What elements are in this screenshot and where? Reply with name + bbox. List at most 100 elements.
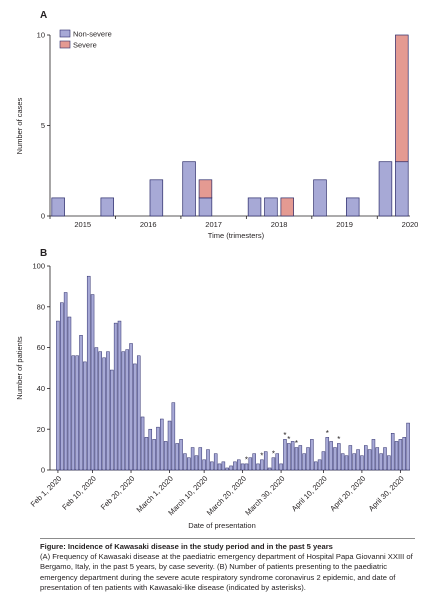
panel-b-bar xyxy=(233,461,237,471)
panel-b-y-tick-label: 100 xyxy=(32,262,45,271)
panel-b-bar xyxy=(298,445,303,471)
caption-body: (A) Frequency of Kawasaki disease at the… xyxy=(40,552,413,592)
panel-b-bar xyxy=(175,443,179,471)
legend-label-non-severe: Non-severe xyxy=(73,30,112,39)
panel-a-bar-non-severe xyxy=(182,161,196,217)
panel-b-bar xyxy=(56,320,60,471)
panel-b-y-tick-label: 40 xyxy=(37,384,45,393)
panel-b-asterisk: * xyxy=(245,455,248,464)
panel-a-bar-non-severe xyxy=(378,161,393,217)
panel-b-x-tick-label: March 30, 2020 xyxy=(243,474,286,517)
panel-b-bar xyxy=(125,349,129,471)
panel-b-bar xyxy=(148,428,153,471)
panel-b-bar xyxy=(394,441,399,471)
legend-swatch-non-severe xyxy=(59,29,71,38)
panel-a-legend: Non-severe Severe xyxy=(59,29,112,50)
panel-b-x-axis-title: Date of presentation xyxy=(188,521,256,530)
panel-b-bar xyxy=(133,363,137,471)
panel-b-bar xyxy=(344,455,349,471)
panel-b-bar xyxy=(129,343,133,471)
panel-b-bar xyxy=(321,451,326,471)
panel-b-bar xyxy=(260,459,264,471)
panel-b-bar xyxy=(163,441,168,471)
panel-b-x-tick-label: Feb 20, 2020 xyxy=(99,474,137,512)
panel-a-y-tick-label: 0 xyxy=(41,212,45,221)
panel-b-bar xyxy=(398,439,403,471)
panel-b-bar xyxy=(171,402,176,471)
panel-b-asterisk: * xyxy=(260,451,263,460)
panel-b-bar xyxy=(375,447,380,471)
panel-b-bar xyxy=(356,449,360,471)
panel-b-bar xyxy=(271,457,276,471)
panel-b-bar xyxy=(294,447,299,471)
panel-b-x-tick-label: April 20, 2020 xyxy=(328,474,367,513)
panel-b-bar xyxy=(202,459,206,471)
panel-b-label: B xyxy=(40,248,47,259)
panel-b-bar xyxy=(340,453,345,471)
panel-b-bar xyxy=(98,351,103,471)
panel-b-bar xyxy=(371,439,376,471)
panel-b-bar xyxy=(183,453,187,471)
panel-b-bar xyxy=(83,361,87,471)
panel-b-asterisk: * xyxy=(272,449,275,458)
panel-b-bar xyxy=(237,459,241,471)
panel-b-bar xyxy=(213,453,218,471)
panel-a-bar-severe xyxy=(198,179,213,199)
panel-b-bar xyxy=(406,422,410,471)
panel-b-bar xyxy=(229,465,233,471)
panel-b-bar xyxy=(113,322,118,471)
chart-canvas: A Number of cases Time (trimesters) Non-… xyxy=(15,10,419,530)
panel-b-bar xyxy=(283,439,287,471)
panel-b-y-tick-label: 80 xyxy=(37,302,45,311)
panel-b-bar xyxy=(317,459,322,471)
panel-b-bar xyxy=(387,455,391,471)
panel-a-x-tick-label: 2015 xyxy=(74,220,91,229)
panel-b-y-tick-label: 60 xyxy=(37,343,45,352)
panel-b-bar xyxy=(225,467,229,471)
panel-a-x-tick-label: 2018 xyxy=(271,220,288,229)
panel-b-bar xyxy=(75,355,79,471)
panel-b-bar xyxy=(186,457,191,471)
panel-a-bar-non-severe xyxy=(247,197,262,217)
panel-b-bar xyxy=(402,437,406,471)
panel-b-bar xyxy=(63,292,68,471)
panel-b-bar xyxy=(252,453,256,471)
panel-a-y-axis-title: Number of cases xyxy=(15,97,24,154)
panel-b-bar xyxy=(352,453,356,471)
panel-b-bar xyxy=(275,453,280,471)
panel-b-bar xyxy=(140,416,145,471)
panel-b-asterisks: * * ** * *** xyxy=(245,429,340,465)
panel-b-y-tick-label: 20 xyxy=(37,425,45,434)
panel-b-bar xyxy=(279,463,283,471)
panel-b-bar xyxy=(167,420,172,471)
panel-b-bar xyxy=(198,447,203,471)
panel-b-bar xyxy=(156,426,160,471)
panel-a-axes: 0 5 10 2015 2016 2017 2018 2019 2020 xyxy=(37,31,419,229)
panel-b-x-tick-label: April 10, 2020 xyxy=(290,474,329,513)
panel-b-asterisk: * xyxy=(326,429,329,438)
panel-b-bar xyxy=(248,457,253,471)
panel-b-bar xyxy=(379,453,383,471)
panel-a-bar-non-severe xyxy=(313,179,327,217)
panel-b-bar xyxy=(310,439,314,471)
panel-a-x-axis-title: Time (trimesters) xyxy=(208,231,265,240)
panel-b-asterisk: * xyxy=(337,435,340,444)
panel-b-bar xyxy=(210,461,214,471)
panel-a-bar-non-severe xyxy=(345,197,360,217)
panel-b-asterisk: * xyxy=(287,435,290,444)
panel-a-bar-severe xyxy=(280,197,295,217)
panel-b-bar xyxy=(110,369,114,471)
panel-b-bar xyxy=(290,441,295,471)
panel-b-x-tick-label: Feb 10, 2020 xyxy=(60,474,98,512)
panel-b-bar xyxy=(348,445,353,471)
panel-b-bar xyxy=(86,275,91,471)
panel-b-bar xyxy=(106,351,110,471)
panel-a-bar-non-severe xyxy=(198,197,213,217)
panel-b-bar xyxy=(160,418,164,471)
panel-b-bar xyxy=(121,351,126,471)
panel-b-bar xyxy=(329,441,333,471)
panel-b-bar xyxy=(383,447,387,471)
panel-a-x-tick-label: 2017 xyxy=(205,220,222,229)
panel-b-bar xyxy=(90,294,95,471)
panel-b-bars xyxy=(56,275,410,471)
